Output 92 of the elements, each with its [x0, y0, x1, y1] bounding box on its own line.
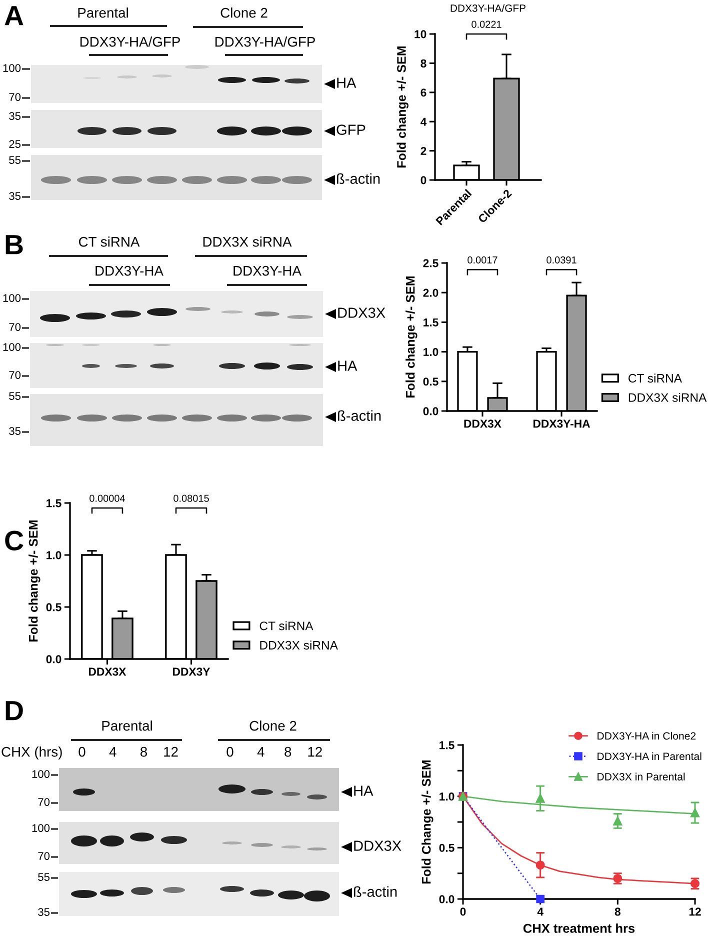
y-tick-label: 1.0	[424, 348, 438, 356]
text: 25	[9, 140, 21, 148]
text: Clone 2	[220, 8, 268, 18]
text: 55	[9, 156, 21, 164]
text: DDX3Y-HA	[234, 266, 302, 276]
x-tick-label: DDX3Y	[173, 668, 210, 676]
x-tick-label: 0	[460, 908, 466, 916]
x-axis-title: CHX treatment hrs	[523, 924, 635, 933]
text: DDX3X siRNA	[203, 236, 292, 247]
legend-label: DDX3X in Parental	[598, 772, 685, 780]
text: 70	[9, 371, 21, 379]
y-tick-label: 0.5	[439, 844, 454, 852]
legend-label: CT siRNA	[260, 621, 314, 630]
text: D	[6, 701, 23, 720]
text: 70	[38, 852, 50, 860]
y-tick-label: 0.5	[423, 378, 438, 386]
annotation: 0.0017	[468, 256, 498, 264]
text: 70	[9, 93, 21, 101]
y-tick-label: 0.0	[439, 895, 454, 904]
text: 100	[3, 343, 21, 351]
text: 35	[9, 112, 21, 120]
text: 0.08015	[174, 494, 209, 502]
text: 100	[32, 824, 50, 832]
text: Clone 2	[250, 720, 296, 731]
y-axis-title: Fold change +/- SEM	[396, 46, 408, 168]
text: DDX3Y-HA/GFP	[215, 36, 315, 47]
point	[690, 808, 700, 818]
text: CHX (hrs)	[2, 746, 62, 760]
y-tick-label: 0.0	[46, 655, 62, 664]
text: HA	[337, 78, 356, 88]
text: Parental	[102, 720, 152, 731]
text: 55	[9, 392, 21, 400]
text: 35	[9, 427, 21, 435]
text: 55	[38, 873, 50, 881]
text: 70	[9, 323, 21, 331]
text: DDX3X	[338, 308, 386, 318]
y-tick-label: 2.0	[423, 288, 438, 297]
y-tick-label: 0.5	[46, 603, 62, 612]
text: 100	[3, 294, 21, 302]
y-tick-label: 1.0	[440, 792, 454, 801]
y-axis-title: Fold change +/- SEM	[406, 276, 418, 398]
text: HA	[338, 360, 358, 371]
text: DDX3Y-HA/GFP	[80, 36, 180, 47]
y-tick-label: 2.5	[423, 259, 438, 268]
y-tick-label: 4	[420, 118, 427, 126]
text: A	[4, 6, 24, 26]
text: 70	[38, 798, 50, 806]
x-tick-label: 8	[614, 908, 620, 916]
y-tick-label: 1.0	[46, 551, 62, 560]
point	[536, 794, 545, 803]
text: ß-actin	[337, 173, 380, 184]
y-tick-label: 1.5	[424, 318, 438, 326]
legend-label: DDX3X siRNA	[260, 640, 338, 650]
text: DDX3X	[354, 840, 402, 851]
x-tick-label: 12	[689, 908, 701, 916]
legend-label: DDX3Y-HA in Clone2	[598, 732, 696, 740]
y-axis-title: Fold change +/- SEM	[28, 520, 40, 642]
x-tick-label: 4	[537, 908, 544, 916]
text: 35	[9, 192, 21, 200]
legend-label: DDX3X siRNA	[628, 392, 707, 402]
text: GFP	[336, 124, 366, 135]
text: 0.0221	[472, 20, 502, 28]
text: 0 4 8 12	[226, 746, 322, 757]
text: DDX3Y-HA	[96, 266, 164, 276]
text: 100	[3, 64, 21, 72]
text: HA	[354, 786, 374, 796]
y-tick-label: 0.0	[423, 407, 438, 416]
y-tick-label: 8	[420, 59, 426, 68]
text: 100	[32, 770, 50, 778]
y-tick-label: 1.5	[46, 499, 62, 508]
y-tick-label: 10	[414, 30, 426, 38]
annotation: 0.0391	[546, 256, 576, 264]
text: 0 4 8 12	[78, 746, 178, 757]
text: C	[5, 530, 24, 550]
text: Parental	[78, 8, 128, 18]
text: ß-actin	[354, 886, 397, 897]
y-tick-label: 1.5	[440, 741, 454, 750]
text: CT siRNA	[78, 236, 140, 247]
text: 35	[38, 908, 50, 916]
y-tick-label: 6	[420, 88, 426, 97]
y-tick-label: 2	[420, 146, 426, 155]
chart-title: DDX3Y-HA/GFP	[450, 4, 526, 12]
y-axis-title: Fold Change +/- SEM	[422, 760, 434, 884]
point	[536, 860, 545, 870]
text: ß-actin	[338, 410, 381, 421]
y-tick-label: 0	[420, 176, 426, 184]
point	[536, 894, 544, 904]
legend-label: CT siRNA	[628, 374, 682, 383]
legend-label: DDX3Y-HA in Parental	[598, 752, 702, 760]
point	[613, 816, 622, 826]
text: B	[6, 235, 23, 254]
text: 0.00004	[90, 494, 126, 502]
